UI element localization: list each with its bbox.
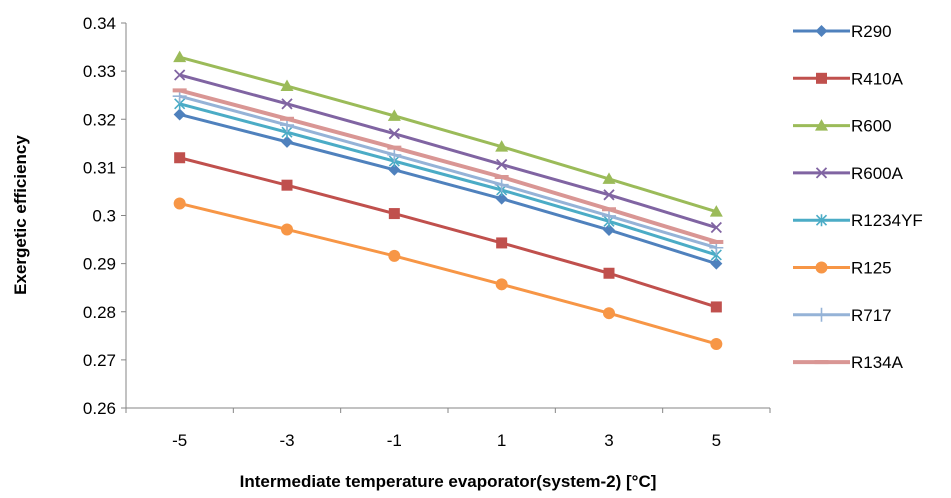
x-tick-label: 5	[712, 431, 721, 450]
legend-label: R600	[851, 117, 892, 136]
data-point	[280, 117, 294, 121]
data-point	[173, 51, 186, 63]
data-point	[281, 223, 293, 235]
legend-marker	[816, 73, 827, 84]
x-tick-label: 3	[604, 431, 613, 450]
legend-label: R600A	[851, 164, 904, 183]
legend-item: R134A	[793, 353, 904, 372]
x-axis-ticks: -5 -3 -1 1 3 5	[126, 408, 770, 450]
x-tick-label: -5	[172, 431, 187, 450]
y-tick-label: 0.33	[83, 62, 116, 81]
data-point	[282, 180, 293, 191]
series-line	[180, 96, 717, 248]
data-point	[604, 268, 615, 279]
legend-label: R290	[851, 22, 892, 41]
data-point	[174, 197, 186, 209]
series-r1234yf	[175, 98, 722, 261]
data-point	[711, 301, 722, 312]
legend-label: R717	[851, 306, 892, 325]
series-layer	[173, 51, 724, 350]
series-line	[180, 90, 717, 242]
legend-marker	[815, 308, 829, 322]
legend-item: R410A	[793, 69, 904, 88]
legend-label: R134A	[851, 353, 904, 372]
y-axis-title: Exergetic efficiency	[11, 135, 30, 295]
x-axis-title: Intermediate temperature evaporator(syst…	[240, 472, 657, 491]
y-tick-label: 0.3	[92, 207, 116, 226]
data-point	[495, 175, 509, 179]
y-tick-label: 0.34	[83, 14, 116, 33]
legend-marker	[816, 262, 828, 274]
y-axis-ticks: 0.26 0.27 0.28 0.29 0.3 0.31 0.32 0.33 0.34	[83, 14, 126, 418]
data-point	[174, 108, 186, 120]
y-tick-label: 0.31	[83, 158, 116, 177]
data-point	[709, 240, 723, 244]
data-point	[388, 250, 400, 262]
y-tick-label: 0.32	[83, 110, 116, 129]
legend-marker	[815, 360, 829, 364]
x-tick-label: -3	[279, 431, 294, 450]
x-tick-label: 1	[497, 431, 506, 450]
legend-item: R125	[793, 259, 892, 278]
legend-label: R125	[851, 259, 892, 278]
legend-label: R1234YF	[851, 211, 923, 230]
legend-label: R410A	[851, 69, 904, 88]
legend-item: R290	[793, 22, 892, 41]
plot-area: 0.26 0.27 0.28 0.29 0.3 0.31 0.32 0.33 0.34 -5 -3…	[83, 14, 770, 450]
data-point	[710, 338, 722, 350]
y-tick-label: 0.27	[83, 351, 116, 370]
series-line	[180, 75, 717, 228]
series-line	[180, 114, 717, 263]
data-point	[496, 237, 507, 248]
y-tick-label: 0.28	[83, 303, 116, 322]
data-point	[602, 207, 616, 211]
series-r600a	[175, 70, 722, 233]
legend-item: R1234YF	[793, 211, 923, 230]
data-point	[387, 146, 401, 150]
data-point	[173, 88, 187, 92]
data-point	[496, 278, 508, 290]
y-tick-label: 0.29	[83, 255, 116, 274]
legend: R290 R410A R600 R600A R1234YF R125 R717 R134A	[793, 22, 923, 372]
legend-item: R717	[793, 306, 892, 325]
x-tick-label: -1	[387, 431, 402, 450]
legend-item: R600A	[793, 164, 904, 183]
legend-item: R600	[793, 117, 892, 136]
data-point	[603, 307, 615, 319]
data-point	[174, 152, 185, 163]
data-point	[389, 208, 400, 219]
legend-marker	[816, 25, 828, 37]
y-tick-label: 0.26	[83, 399, 116, 418]
series-line	[180, 158, 717, 307]
